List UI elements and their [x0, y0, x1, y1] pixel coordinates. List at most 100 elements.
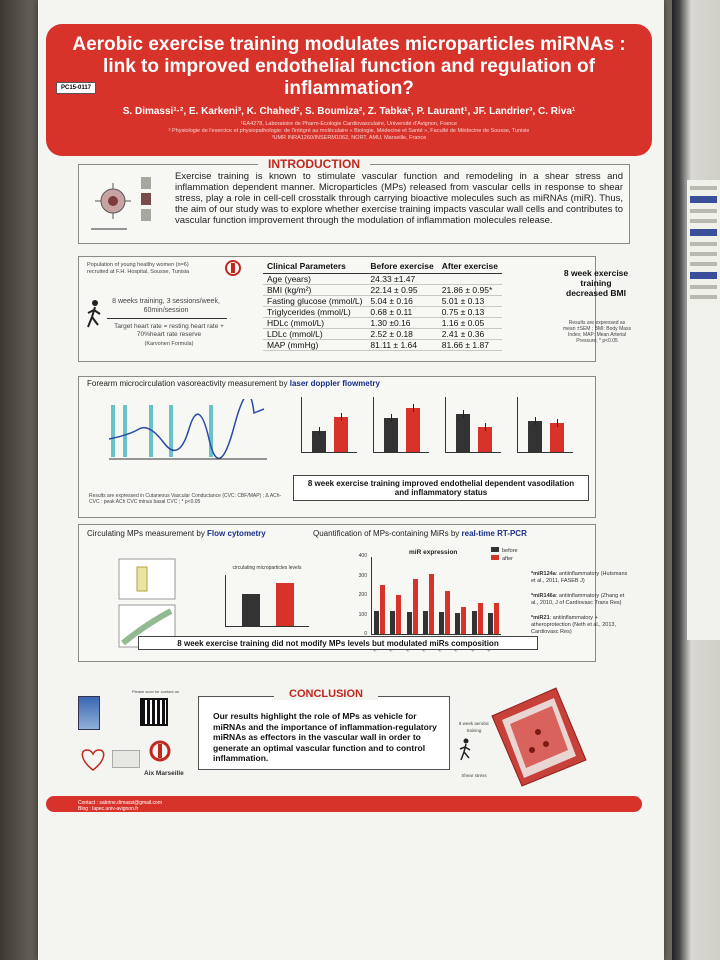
table-cell: BMI (kg/m²) — [263, 284, 367, 296]
table-header: After exercise — [437, 261, 502, 274]
training-label: 8 week aerobic training — [458, 721, 490, 733]
mir-bar-after — [412, 579, 418, 634]
runner-icon-2 — [458, 738, 474, 762]
forearm-bar-after — [478, 426, 492, 452]
error-bar — [557, 418, 558, 427]
mir-bar-before — [406, 611, 412, 634]
forearm-section: Forearm microcirculation vasoreactivity … — [78, 376, 596, 518]
university-logo — [78, 696, 100, 730]
mir-y-tick-label: 0 — [364, 631, 367, 637]
mir-bar-after — [396, 595, 402, 634]
mir-note-name: *miR21 — [531, 615, 550, 621]
table-cell: 0.75 ± 0.13 — [437, 306, 502, 318]
forearm-bar-chart — [373, 397, 429, 453]
runner-icon — [85, 299, 105, 329]
forearm-bar-before — [528, 421, 542, 452]
forearm-bar-before — [456, 413, 470, 452]
author-list: S. Dimassi¹·², E. Karkeni³, K. Chahed², … — [122, 106, 576, 117]
mir-note: *miR124a: antiinflammatory (Hutsmans et … — [531, 571, 633, 585]
forearm-chart-group — [301, 397, 591, 461]
poster-title: Aerobic exercise training modulates micr… — [72, 34, 626, 99]
forearm-bar-after — [334, 417, 348, 452]
heart-logo — [78, 748, 108, 772]
mir-bar-before — [487, 612, 493, 634]
table-row: LDLc (mmol/L) 2.52 ± 0.18 2.41 ± 0.36 — [263, 328, 502, 340]
vessel-diagram — [486, 682, 590, 790]
karvonen-formula: (Karvonen Formula) — [144, 341, 194, 347]
legend-before-swatch — [491, 547, 499, 552]
circulating-heading-method: Flow cytometry — [207, 529, 266, 538]
forearm-bar-before — [312, 430, 326, 452]
table-header: Before exercise — [366, 261, 438, 274]
mir-notes: *miR124a: antiinflammatory (Hutsmans et … — [531, 571, 633, 636]
mir-y-tick-label: 400 — [358, 553, 367, 559]
microparticle-diagram — [87, 171, 167, 237]
legend-before: before — [491, 547, 518, 555]
mir-expression-chart — [371, 557, 501, 635]
forearm-note: Results are expressed in Cutaneous Vascu… — [89, 493, 282, 505]
mir-bar-before — [455, 612, 461, 634]
table-cell: 81.11 ± 1.64 — [366, 339, 438, 351]
vessel-icon — [491, 687, 587, 787]
table-row: MAP (mmHg) 81.11 ± 1.64 81.66 ± 1.87 — [263, 339, 502, 351]
clinical-conclusion: 8 week exercise training decreased BMI — [563, 268, 629, 298]
introduction-section: Exercise training is known to stimulate … — [78, 164, 630, 244]
training-protocol: 8 weeks training, 3 sessions/week, 60min… — [112, 298, 220, 314]
table-cell: HDLc (mmol/L) — [263, 317, 367, 329]
circulating-chart-title: circulating microparticles levels — [232, 565, 302, 571]
affiliation-2: ² Physiologie de l'exercice et physiopat… — [168, 128, 530, 134]
mir-bar-after — [477, 602, 483, 634]
conclusion-text: Our results highlight the role of MPs as… — [213, 711, 437, 763]
blog-link: Blog : lapec.univ-avignon.fr — [78, 806, 139, 812]
table-cell: Age (years) — [263, 273, 367, 285]
legend-after: after — [491, 555, 518, 563]
mir-note: *miR146a: antiinflammatory (Zhang et al.… — [531, 593, 633, 607]
forearm-bar-before — [384, 418, 398, 452]
circulating-mps-chart — [225, 575, 309, 627]
mir-note-text: : antiinflammatory (Hutsmans et al., 201… — [531, 571, 628, 584]
affiliation-3: ³UMR INRA1260/INSERM1062, NORT, AMU, Mar… — [271, 135, 427, 141]
error-bar — [341, 413, 342, 422]
error-bar — [485, 422, 486, 431]
doppler-trace-graph — [108, 394, 267, 460]
mir-bar-after — [445, 591, 450, 634]
protocol-arrow — [107, 318, 227, 319]
error-bar — [463, 409, 464, 418]
clinical-note: Results are expressed as mean ±SEM ; BMI… — [562, 320, 632, 344]
clinical-parameters-table: Clinical Parameters Before exercise Afte… — [263, 261, 502, 351]
forearm-heading-method: laser doppler flowmetry — [289, 379, 380, 388]
error-bar — [391, 414, 392, 423]
table-cell: 5.01 ± 0.13 — [437, 295, 502, 307]
mir-note: *miR21: antiinflammatory + atheroprotect… — [531, 615, 633, 636]
table-row: HDLc (mmol/L) 1.30 ±0.16 1.16 ± 0.05 — [263, 317, 502, 329]
affiliations: ¹EA4278, Laboratoire de Pharm-Ecologie C… — [46, 121, 652, 142]
legend-after-label: after — [502, 556, 514, 562]
error-bar — [319, 426, 320, 435]
poster-header: Aerobic exercise training modulates micr… — [46, 24, 652, 156]
forearm-heading: Forearm microcirculation vasoreactivity … — [87, 379, 380, 388]
affiliation-1: ¹EA4278, Laboratoire de Pharm-Ecologie C… — [240, 121, 458, 127]
mps-result: 8 week exercise training did not modify … — [138, 636, 538, 650]
table-cell: 0.68 ± 0.11 — [366, 306, 438, 318]
table-cell — [437, 273, 502, 285]
mir-note-name: *miR124a — [531, 571, 556, 577]
table-cell: 81.66 ± 1.87 — [437, 339, 502, 351]
table-cell: 2.41 ± 0.36 — [437, 328, 502, 340]
table-cell: 1.16 ± 0.05 — [437, 317, 502, 329]
qr-caption: Please scan for contact us — [132, 689, 179, 694]
institution-logo-2 — [148, 740, 172, 762]
lab-logo — [112, 750, 140, 768]
mir-bar-after — [428, 573, 434, 634]
shear-stress-label: Shear stress — [461, 773, 487, 778]
error-bar — [535, 417, 536, 426]
mir-bar-before — [390, 610, 396, 634]
table-cell: 1.30 ±0.16 — [366, 317, 438, 329]
protocol-section: Population of young healthy women (n=6) … — [78, 256, 596, 362]
forearm-bar-chart — [445, 397, 501, 453]
mir-legend: before after — [491, 547, 518, 563]
table-row: BMI (kg/m²) 22.14 ± 0.95 21.86 ± 0.95* — [263, 284, 502, 296]
neighbor-poster — [686, 180, 720, 640]
table-cell: 2.52 ± 0.18 — [366, 328, 438, 340]
mir-y-label — [341, 595, 347, 601]
table-cell: 24.33 ±1.47 — [366, 273, 438, 285]
